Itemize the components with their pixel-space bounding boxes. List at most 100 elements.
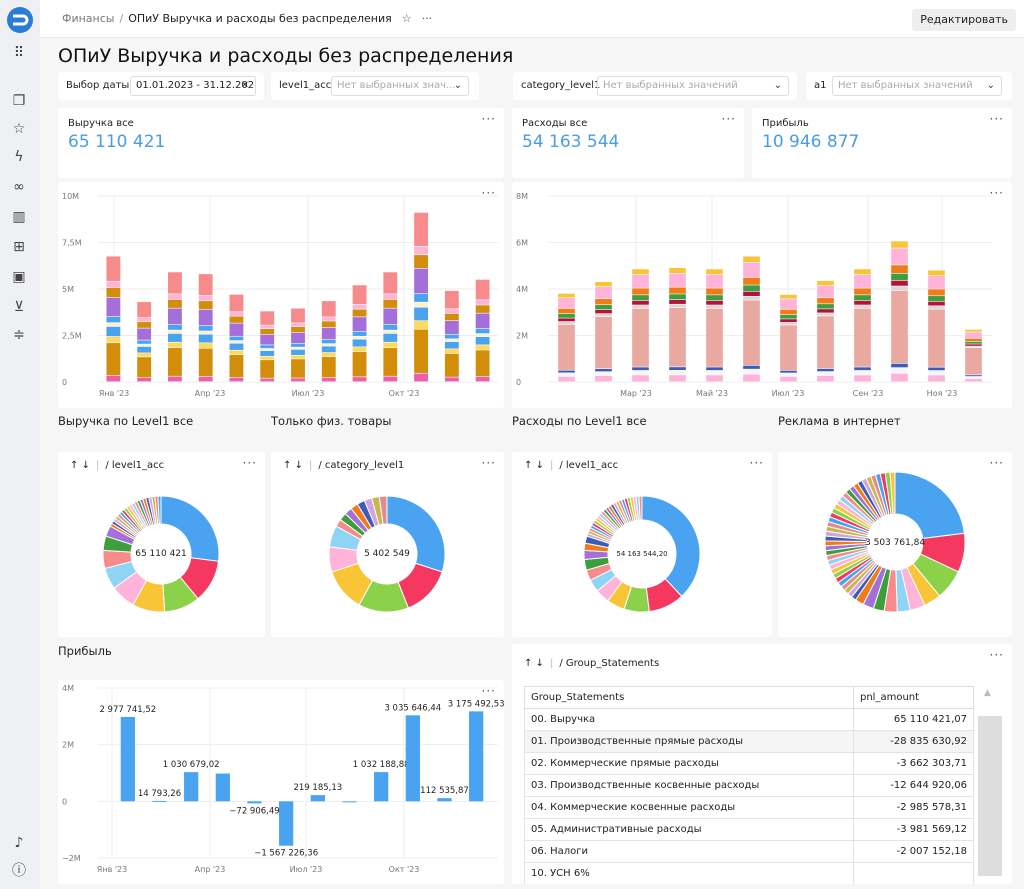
apps-grid-icon[interactable]: ⠿ — [13, 45, 25, 61]
bar-segment — [198, 348, 213, 377]
bar-segment — [106, 316, 121, 323]
column-header[interactable]: Group_Statements — [524, 686, 854, 709]
bar-segment — [414, 302, 428, 307]
folder-icon[interactable]: ▣ — [12, 269, 26, 285]
row-group: 10. УСН 6% — [524, 862, 854, 884]
table-row: 00. Выручка 65 110 421,07 — [524, 708, 974, 731]
more-icon[interactable]: ··· — [989, 456, 1004, 470]
scroll-up-icon[interactable]: ▲ — [984, 688, 991, 698]
sort-asc-icon[interactable]: ↑ — [524, 460, 533, 471]
bar-segment — [137, 328, 152, 340]
more-icon[interactable]: ··· — [749, 456, 764, 470]
donut-slice — [386, 495, 446, 573]
sort-field[interactable]: level1_acc — [565, 460, 619, 471]
edit-button[interactable]: Редактировать — [912, 9, 1016, 31]
clear-icon[interactable]: ✕ — [240, 80, 249, 91]
chevron-down-icon[interactable]: ⌄ — [453, 80, 462, 91]
row-amount: -3 981 569,12 — [853, 818, 974, 841]
sort-field[interactable]: Group_Statements — [565, 658, 660, 669]
more-icon[interactable]: ··· — [421, 12, 433, 25]
breadcrumb-root[interactable]: Финансы — [62, 12, 115, 25]
donut-total: 65 110 421 — [135, 549, 187, 559]
x-tick-label: Окт '23 — [389, 389, 420, 398]
bar-segment — [291, 332, 305, 344]
sort-desc-icon[interactable]: ↓ — [535, 658, 544, 669]
bar-segment — [106, 375, 121, 382]
collections-icon[interactable]: ❐ — [12, 93, 26, 109]
level1-select[interactable]: Нет выбранных знач... ⌄ — [331, 76, 469, 96]
logo-icon[interactable] — [6, 6, 34, 34]
sort-desc-icon[interactable]: ↓ — [81, 460, 90, 471]
category-filter-label: category_level1 — [521, 80, 601, 91]
bar-segment — [229, 340, 244, 343]
bar-segment — [780, 373, 797, 377]
chevron-down-icon[interactable]: ⌄ — [773, 80, 782, 91]
donut-slice — [889, 471, 896, 515]
x-tick-label: Апр '23 — [195, 865, 226, 874]
sort-asc-icon[interactable]: ↑ — [524, 658, 533, 669]
lightning-icon[interactable]: ϟ — [14, 149, 24, 165]
bar-segment — [106, 322, 121, 327]
bar-segment — [352, 336, 367, 339]
connections-icon[interactable]: ∞ — [13, 179, 25, 195]
bar-segment — [558, 370, 575, 373]
bar-segment — [414, 246, 428, 255]
y-tick-label: 7,5M — [62, 239, 82, 248]
date-filter-label: Выбор даты — [66, 80, 130, 91]
notifications-icon[interactable]: ♪ — [14, 835, 24, 851]
bar-segment — [669, 268, 686, 274]
bar-segment — [444, 341, 459, 349]
bar-segment — [558, 308, 575, 314]
x-tick-label: Мар '23 — [620, 389, 652, 398]
x-tick-label: Июл '23 — [290, 865, 323, 874]
a1-filter: a1 Нет выбранных значений ⌄ — [806, 72, 1012, 100]
sort-field[interactable]: category_level1 — [324, 460, 405, 471]
donut-slice — [641, 495, 701, 597]
section-title-expenses-level1: Расходы по Level1 все — [512, 414, 647, 428]
sort-asc-icon[interactable]: ↑ — [283, 460, 292, 471]
sort-field[interactable]: level1_acc — [111, 460, 165, 471]
sidebar: ⠿ ❐ ☆ ϟ ∞ ▥ ⊞ ▣ ⊻ ≑ ♪ ⓘ — [0, 0, 40, 889]
profit-bar — [310, 795, 325, 802]
cart-icon[interactable]: ⊻ — [13, 299, 25, 315]
more-icon[interactable]: ··· — [481, 112, 496, 126]
bar-segment — [198, 376, 213, 382]
more-icon[interactable]: ··· — [989, 112, 1004, 126]
bar-segment — [291, 343, 305, 347]
help-icon[interactable]: ⓘ — [12, 863, 26, 879]
favorites-star-icon[interactable]: ☆ — [12, 121, 26, 137]
a1-select[interactable]: Нет выбранных значений ⌄ — [832, 76, 1002, 96]
bar-segment — [414, 307, 428, 321]
more-icon[interactable]: ··· — [481, 456, 496, 470]
bar-segment — [891, 248, 908, 265]
column-header[interactable]: pnl_amount — [853, 686, 974, 709]
settings-sliders-icon[interactable]: ≑ — [13, 327, 25, 343]
bar-segment — [168, 342, 182, 348]
category-select[interactable]: Нет выбранных значений ⌄ — [597, 76, 789, 96]
bar-segment — [669, 294, 686, 300]
bar-segment — [260, 378, 275, 382]
sort-desc-icon[interactable]: ↓ — [535, 460, 544, 471]
bar-segment — [743, 277, 760, 285]
bar-segment — [558, 373, 575, 377]
bar-segment — [444, 313, 459, 321]
sort-asc-icon[interactable]: ↑ — [70, 460, 79, 471]
sort-desc-icon[interactable]: ↓ — [294, 460, 303, 471]
favorite-star-icon[interactable]: ☆ — [401, 12, 412, 25]
chevron-down-icon[interactable]: ⌄ — [986, 80, 995, 91]
scroll-thumb[interactable] — [978, 716, 1002, 876]
more-icon[interactable]: ··· — [989, 186, 1004, 200]
more-icon[interactable]: ··· — [721, 112, 736, 126]
group-statements-table: Group_Statements pnl_amount 00. Выручка 6… — [524, 686, 974, 884]
more-icon[interactable]: ··· — [989, 648, 1004, 662]
profit-bar — [247, 801, 262, 804]
charts-icon[interactable]: ▥ — [12, 209, 26, 225]
date-range-input[interactable]: 01.01.2023 - 31.12.202 ✕ — [130, 76, 256, 96]
breadcrumb-current: ОПиУ Выручка и расходы без распределения — [128, 12, 392, 25]
table-scrollbar[interactable]: ▲ — [978, 688, 1002, 878]
dashboards-icon[interactable]: ⊞ — [13, 239, 25, 255]
bar-segment — [743, 296, 760, 300]
more-icon[interactable]: ··· — [242, 456, 257, 470]
donut-total: 5 402 549 — [364, 549, 410, 559]
bar-segment — [595, 305, 612, 310]
